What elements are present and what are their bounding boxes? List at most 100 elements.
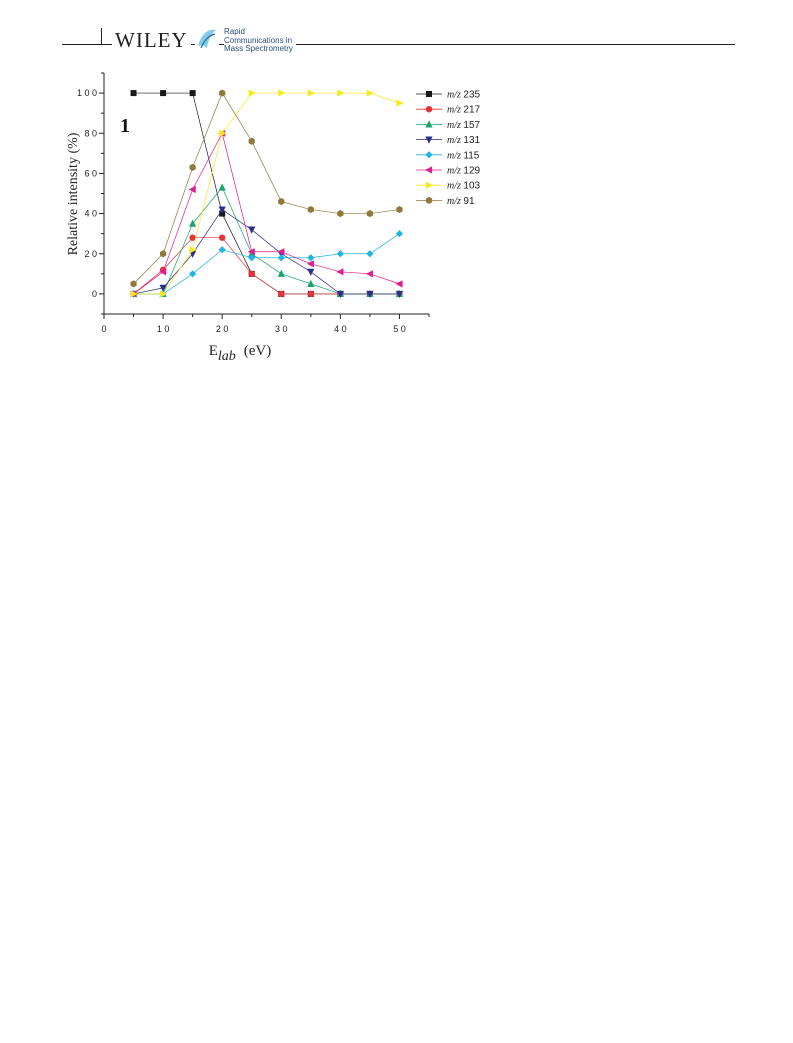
legend-label-value: 103 <box>463 181 480 192</box>
data-point <box>307 279 315 287</box>
publisher-logo: WILEY <box>112 30 191 51</box>
panel-label: 1 <box>120 115 130 137</box>
x-tick-label: 1 0 <box>157 324 170 334</box>
data-point <box>396 205 403 214</box>
series-235 <box>130 90 403 297</box>
data-point <box>277 254 285 262</box>
series-line <box>133 233 400 295</box>
journal-name: Rapid Communications in Mass Spectrometr… <box>224 27 296 54</box>
series-line <box>133 209 400 295</box>
data-point <box>189 90 196 97</box>
legend-label-value: 235 <box>463 90 480 101</box>
data-point <box>366 290 374 299</box>
y-tick-label: 2 0 <box>84 249 97 259</box>
legend-item-103: m/z 103 <box>416 181 481 192</box>
data-point <box>159 250 167 258</box>
data-point <box>189 246 197 254</box>
legend-label-value: 91 <box>463 196 475 207</box>
legend-label: m/z 235 <box>447 90 481 101</box>
data-point <box>307 205 314 214</box>
data-point <box>277 269 285 277</box>
series-157 <box>129 183 404 298</box>
data-point <box>188 185 196 194</box>
data-point <box>425 196 433 204</box>
legend-label: m/z 157 <box>447 120 481 131</box>
page-header: WILEY Rapid Communications in Mass Spect… <box>0 0 793 60</box>
data-point <box>366 250 374 258</box>
data-point <box>306 260 314 268</box>
x-tick-label: 0 <box>101 324 106 334</box>
x-tick-label: 5 0 <box>393 324 406 334</box>
data-point <box>189 163 196 171</box>
legend-item-217: m/z 217 <box>416 105 481 116</box>
data-point <box>248 89 256 97</box>
y-tick-label: 1 0 0 <box>77 88 97 98</box>
x-axis-title-sub: lab <box>218 349 236 364</box>
legend-label: m/z 115 <box>447 150 480 161</box>
data-point <box>337 89 345 97</box>
data-point <box>307 254 315 262</box>
y-tick-label: 6 0 <box>84 168 97 178</box>
data-point <box>158 268 167 276</box>
legend-item-157: m/z 157 <box>416 120 481 131</box>
y-tick-label: 8 0 <box>84 128 97 138</box>
data-point <box>395 290 404 299</box>
data-point <box>336 268 344 276</box>
data-point <box>336 290 344 299</box>
data-point <box>307 89 315 97</box>
x-axis-title: Elab (eV) <box>209 343 272 364</box>
data-point <box>278 197 285 206</box>
data-point <box>395 230 404 238</box>
series-line <box>133 92 400 285</box>
journal-name-line-2: Communications in <box>224 35 293 45</box>
legend-label-prefix: m/z <box>447 105 463 116</box>
data-point <box>425 151 433 159</box>
data-point <box>365 270 374 278</box>
data-point <box>130 90 137 97</box>
data-point <box>424 166 433 174</box>
x-tick-label: 3 0 <box>275 324 288 334</box>
data-point <box>189 219 197 227</box>
legend-item-235: m/z 235 <box>416 90 481 101</box>
series-line <box>133 237 400 295</box>
series-line <box>133 132 400 295</box>
data-point <box>219 89 226 97</box>
y-tick-label: 4 0 <box>84 209 97 219</box>
data-point <box>395 280 403 288</box>
data-point <box>277 248 285 256</box>
data-point <box>159 284 167 292</box>
data-point <box>189 270 197 278</box>
data-point <box>278 290 285 298</box>
legend-item-91: m/z 91 <box>416 196 475 207</box>
data-point <box>425 136 433 144</box>
data-point <box>159 290 168 298</box>
legend-label-prefix: m/z <box>447 120 463 131</box>
data-point <box>130 290 138 298</box>
legend-item-129: m/z 129 <box>416 166 481 177</box>
data-point <box>219 129 227 137</box>
journal-logo-icon <box>195 26 219 52</box>
legend-label-value: 157 <box>463 120 480 131</box>
data-point <box>366 209 374 218</box>
data-point <box>337 209 344 218</box>
header-tick <box>101 28 102 45</box>
x-axis-title-unit: (eV) <box>244 343 271 359</box>
legend-label-prefix: m/z <box>447 135 463 146</box>
legend-label-value: 115 <box>463 150 479 161</box>
series-217 <box>130 234 403 298</box>
legend-label: m/z 91 <box>447 196 475 207</box>
legend-item-115: m/z 115 <box>416 150 480 161</box>
data-point <box>396 99 404 107</box>
data-point <box>189 234 196 241</box>
data-point <box>426 91 432 97</box>
data-point <box>425 120 433 128</box>
legend-label-prefix: m/z <box>447 150 463 161</box>
series-line <box>133 92 400 295</box>
data-point <box>307 268 315 276</box>
legend-label-prefix: m/z <box>447 90 463 101</box>
data-point <box>218 206 226 214</box>
journal-name-line-1: Rapid <box>224 27 245 36</box>
legend-label-prefix: m/z <box>447 181 463 192</box>
legend-item-131: m/z 131 <box>416 135 481 146</box>
data-point <box>425 181 434 189</box>
